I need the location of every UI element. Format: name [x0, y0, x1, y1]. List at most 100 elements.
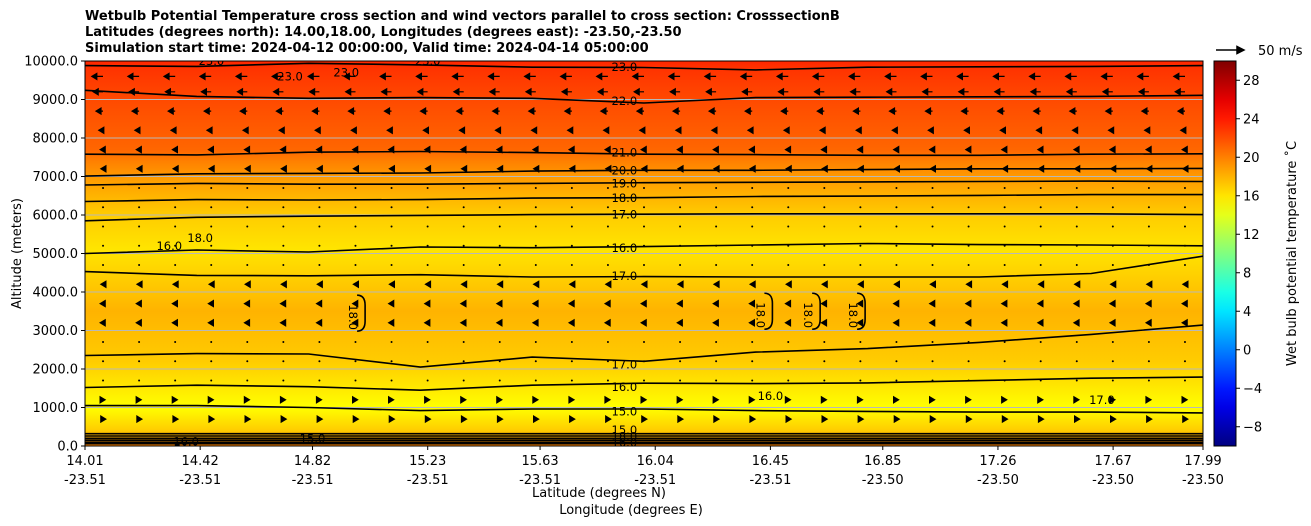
closed-contour-18.0 [857, 292, 866, 331]
y-tick-label: 6000.0 [33, 209, 79, 224]
wind-arrow [527, 107, 536, 116]
wind-arrow [352, 395, 359, 404]
wind-arrow [567, 318, 575, 327]
y-tick-label: 0.0 [57, 440, 78, 455]
x-tick-label-lat: 15.23 [409, 454, 446, 469]
wind-arrow [210, 379, 213, 382]
wind-arrow [246, 244, 249, 247]
wind-arrow [388, 164, 395, 173]
contour-label: 20.0 [612, 164, 638, 178]
wind-arrow [849, 87, 861, 96]
contour-label: 16.0 [758, 389, 784, 403]
wind-arrow [928, 145, 936, 154]
wind-arrow [460, 280, 468, 289]
wind-arrow [813, 87, 825, 96]
contour-label: 23.0 [277, 69, 303, 83]
wind-arrow [246, 264, 249, 267]
contour-line-19.0 [85, 180, 1203, 186]
wind-arrow [784, 145, 792, 154]
wind-arrow [388, 415, 396, 424]
wind-arrow [494, 126, 502, 135]
wind-arrow [1183, 341, 1186, 344]
wind-arrow [210, 341, 213, 344]
wind-arrow [1147, 264, 1150, 267]
wind-arrow [856, 145, 864, 154]
wind-arrow [210, 187, 213, 190]
plot-area: 18.0 18.0 18.0 18.023.022.021.020.019.018.0… [85, 54, 1203, 446]
wind-arrow [534, 187, 537, 190]
wind-arrow [498, 264, 501, 267]
wind-arrow [1111, 187, 1114, 190]
wind-arrow [787, 360, 790, 363]
wind-arrow [568, 164, 576, 173]
wind-arrow [318, 379, 321, 382]
wind-arrow [1111, 244, 1114, 247]
wind-arrow [1181, 164, 1189, 173]
y-tick-label: 3000.0 [33, 324, 79, 339]
wind-arrow [821, 164, 828, 173]
wind-arrow [1037, 164, 1045, 173]
wind-arrow [643, 187, 645, 190]
wind-arrow [965, 280, 973, 289]
wind-arrow [748, 164, 756, 173]
wind-arrow [491, 107, 500, 116]
wind-arrow [931, 360, 934, 363]
wind-arrow [604, 164, 612, 173]
wind-arrow [1028, 72, 1041, 81]
wind-arrow [171, 280, 179, 289]
x-tick-label-lon: -23.51 [407, 473, 449, 488]
wind-arrow [823, 206, 826, 209]
wind-arrow [387, 145, 395, 154]
wind-arrow [563, 107, 572, 116]
wind-arrow [318, 206, 321, 209]
wind-arrow [929, 415, 937, 424]
wind-arrow [823, 187, 826, 190]
wind-arrow [387, 299, 395, 308]
wind-arrow [643, 206, 645, 209]
x-tick-label-lon: -23.51 [292, 473, 334, 488]
wind-arrow [462, 379, 465, 382]
wind-arrow [1065, 87, 1077, 96]
contour-label: 23.0 [199, 54, 225, 68]
closed-contour-18.0 [812, 292, 821, 331]
wind-arrow [818, 126, 826, 135]
wind-arrow [1181, 318, 1188, 327]
wind-arrow [280, 415, 288, 424]
contour-label: 18.0 [187, 231, 213, 245]
wind-arrow [1146, 415, 1153, 424]
wind-arrow [1072, 299, 1080, 308]
x-tick-label-lat: 17.26 [979, 454, 1016, 469]
wind-arrow [891, 126, 898, 135]
wind-arrow [893, 395, 900, 404]
wind-arrow [282, 379, 285, 382]
wind-arrow [1003, 379, 1006, 382]
x-tick-label-lat: 14.42 [182, 454, 219, 469]
wind-arrow [459, 145, 467, 154]
wind-arrow [1145, 395, 1153, 404]
wind-arrow [821, 280, 828, 289]
x-tick-label-lon: -23.50 [1092, 473, 1134, 488]
wind-arrow [498, 187, 501, 190]
title-line-2: Latitudes (degrees north): 14.00,18.00, … [85, 25, 682, 40]
wind-arrow [560, 87, 572, 96]
wind-arrow [1037, 415, 1045, 424]
wind-arrow [570, 264, 573, 267]
wind-arrow [1181, 299, 1188, 308]
wind-arrow [460, 415, 468, 424]
wind-arrow [205, 126, 213, 135]
wind-arrow [895, 244, 898, 247]
y-tick-label: 8000.0 [33, 132, 79, 147]
wind-arrow [172, 415, 180, 424]
wind-arrow [1107, 126, 1115, 135]
wind-arrow [631, 72, 644, 81]
wind-arrow [603, 318, 611, 327]
contour-label: 18.0 [846, 302, 860, 328]
wind-arrow [458, 126, 466, 135]
contour-label: 15.0 [300, 431, 326, 445]
contour-label: 17.0 [612, 269, 638, 283]
wind-arrow [599, 107, 608, 116]
wind-arrow [498, 379, 501, 382]
wind-arrow [1037, 395, 1044, 404]
wind-arrow [1032, 107, 1041, 116]
wind-arrow [748, 299, 755, 308]
